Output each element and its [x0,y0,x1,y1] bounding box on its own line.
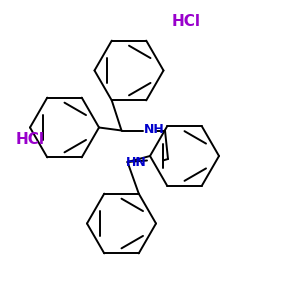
Text: NH: NH [144,122,165,136]
Text: HN: HN [126,156,147,170]
Text: HCl: HCl [172,14,200,28]
Text: HCl: HCl [16,132,44,147]
